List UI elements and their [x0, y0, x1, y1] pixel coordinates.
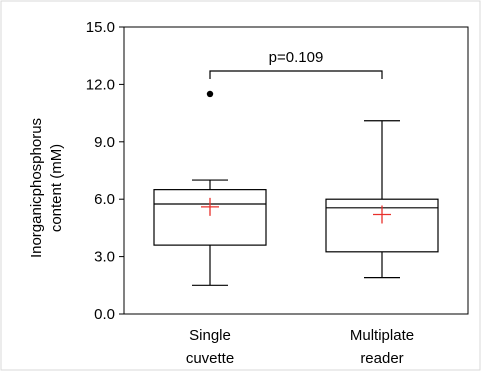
- x-category-label-line2: cuvette: [186, 350, 234, 367]
- bracket-line: [209, 70, 383, 79]
- y-tick-label: 12.0: [86, 76, 115, 93]
- x-category-label-line2: reader: [360, 350, 403, 367]
- box-group: [325, 120, 439, 279]
- box-group: [153, 90, 267, 286]
- p-value-label: p=0.109: [269, 49, 324, 66]
- y-tick-label: 15.0: [86, 19, 115, 36]
- outlier-point: [206, 90, 214, 98]
- significance-bracket: p=0.109: [209, 49, 383, 79]
- box-series: [153, 90, 439, 286]
- x-category-label-line1: Multiplate: [350, 327, 414, 344]
- y-tick-label: 0.0: [94, 306, 115, 323]
- x-category-label-line1: Single: [189, 327, 231, 344]
- y-tick-label: 3.0: [94, 249, 115, 266]
- plot-area: [123, 26, 469, 315]
- y-tick-label: 9.0: [94, 134, 115, 151]
- y-axis-label: Inorganicphosphorus content (mM): [28, 118, 65, 258]
- y-tick-label: 6.0: [94, 191, 115, 208]
- y-axis-label-line1: Inorganicphosphorus: [28, 118, 45, 258]
- y-axis-ticks: 0.0 3.0 6.0 9.0 12.0 15.0: [86, 19, 124, 323]
- x-axis-categories: Single cuvette Multiplate reader: [186, 327, 414, 367]
- y-axis-label-line2: content (mM): [48, 144, 65, 232]
